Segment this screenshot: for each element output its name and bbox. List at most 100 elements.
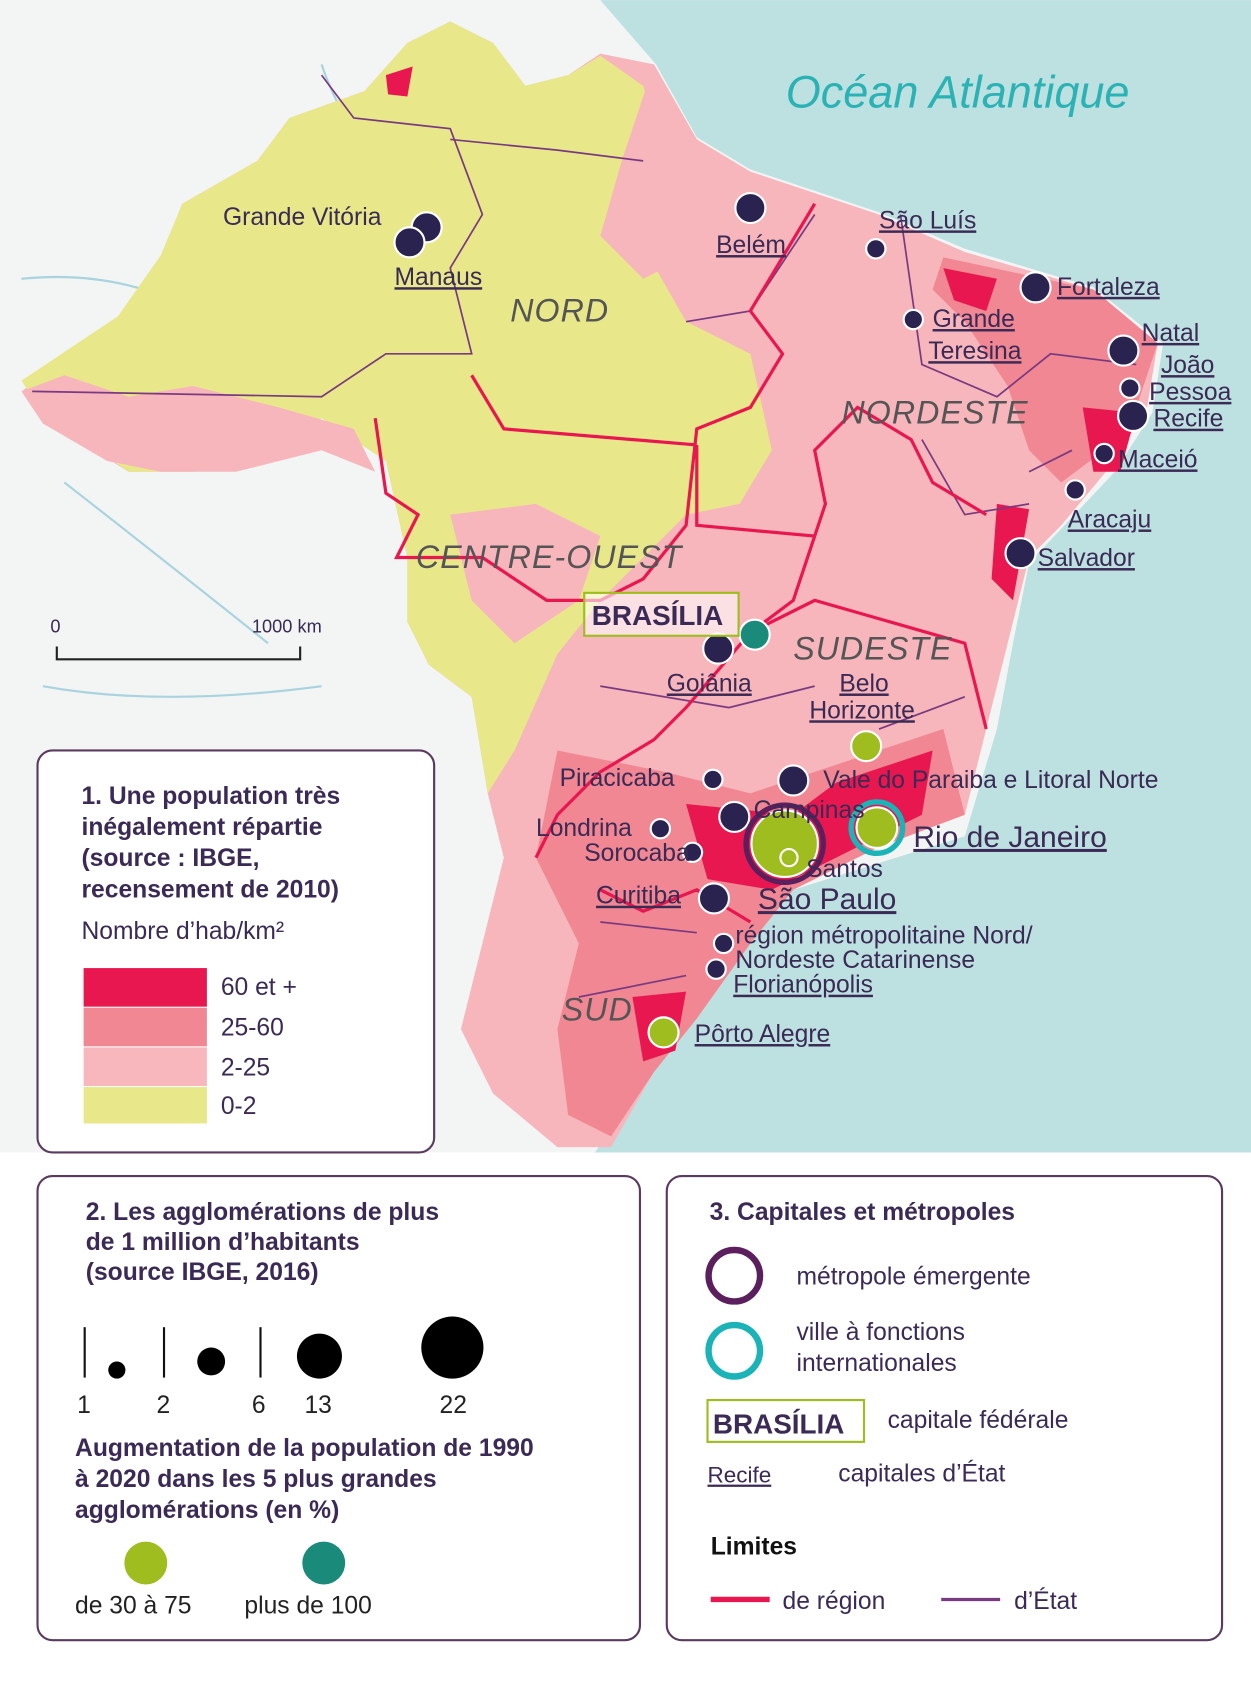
legend-label: capitales d’État bbox=[838, 1461, 1005, 1488]
legend-label: ville à fonctions bbox=[796, 1319, 964, 1346]
density-mid bbox=[450, 503, 601, 644]
legend-label: de 30 à 75 bbox=[75, 1592, 191, 1619]
city-marker bbox=[1119, 377, 1141, 399]
legend-title: (source IBGE, 2016) bbox=[86, 1259, 319, 1286]
city-marker bbox=[1107, 334, 1140, 367]
city-marker bbox=[697, 882, 731, 915]
legend-label: plus de 100 bbox=[244, 1592, 371, 1619]
city-marker bbox=[702, 632, 735, 665]
region-label: SUD bbox=[562, 992, 633, 1028]
city-label: Aracaju bbox=[1068, 506, 1152, 533]
city-label: Recife bbox=[1153, 406, 1223, 433]
density-very-high bbox=[385, 66, 413, 97]
city-marker bbox=[718, 800, 751, 833]
emerging-symbol bbox=[705, 1246, 764, 1305]
city-label: Campinas bbox=[754, 797, 865, 824]
region-border bbox=[373, 202, 988, 924]
city-label: région métropolitaine Nord/ bbox=[735, 922, 1032, 949]
city-marker bbox=[393, 226, 426, 259]
city-label: Goiânia bbox=[667, 670, 752, 697]
legend-box bbox=[36, 1174, 642, 1642]
capital-box bbox=[706, 1399, 866, 1443]
scale-bar bbox=[55, 646, 302, 661]
density-very-high bbox=[943, 268, 997, 311]
legend-label: métropole émergente bbox=[796, 1263, 1030, 1290]
size-label: 22 bbox=[440, 1392, 467, 1419]
city-label: Londrina bbox=[536, 815, 632, 842]
capital-box bbox=[583, 591, 740, 637]
international-symbol bbox=[705, 1321, 764, 1380]
size-circle bbox=[421, 1316, 484, 1379]
size-label: 1 bbox=[77, 1392, 91, 1419]
legend-label: de région bbox=[783, 1588, 886, 1615]
legend-unit: Nombre d’hab/km² bbox=[81, 918, 284, 945]
city-label: Nordeste Catarinense bbox=[735, 947, 975, 974]
city-marker bbox=[712, 932, 735, 955]
region-label: NORDESTE bbox=[842, 395, 1029, 431]
city-markers bbox=[393, 191, 1150, 1049]
city-marker bbox=[865, 238, 887, 260]
legend-swatch bbox=[83, 1007, 207, 1047]
city-label: Pessoa bbox=[1149, 379, 1231, 406]
city-label: São Luís bbox=[879, 207, 976, 234]
city-marker bbox=[779, 848, 799, 868]
ocean-label: Océan Atlantique bbox=[786, 66, 1130, 117]
city-marker bbox=[850, 730, 883, 763]
city-marker bbox=[1019, 271, 1052, 304]
legend-title: 1. Une population très bbox=[81, 783, 340, 810]
legend-title: inégalement répartie bbox=[81, 814, 322, 841]
city-label: Natal bbox=[1142, 320, 1200, 347]
city-ring bbox=[848, 799, 906, 857]
city-marker bbox=[902, 308, 925, 331]
city-marker bbox=[649, 817, 672, 840]
legend-subtitle: à 2020 dans les 5 plus grandes bbox=[75, 1466, 437, 1493]
legend-swatch bbox=[83, 1047, 207, 1086]
city-marker bbox=[750, 809, 819, 879]
city-label: Manaus bbox=[394, 264, 482, 291]
city-marker bbox=[738, 618, 771, 651]
legend-label: 2-25 bbox=[221, 1054, 270, 1081]
city-marker bbox=[1004, 537, 1037, 570]
city-label: Fortaleza bbox=[1057, 274, 1160, 301]
city-ring bbox=[743, 802, 826, 885]
legend-title: de 1 million d’habitants bbox=[86, 1229, 360, 1256]
city-marker bbox=[681, 841, 704, 864]
ocean bbox=[594, 0, 1251, 1153]
region-label: SUDESTE bbox=[793, 630, 952, 666]
legend-subtitle: agglomérations (en %) bbox=[75, 1497, 339, 1524]
legend-example: Recife bbox=[708, 1463, 772, 1488]
legend-label: 60 et + bbox=[221, 974, 297, 1001]
legend-title: recensement de 2010) bbox=[81, 876, 339, 903]
legend-subtitle: Augmentation de la population de 1990 bbox=[75, 1435, 534, 1462]
legend-label: capitale fédérale bbox=[888, 1407, 1069, 1434]
legend-title: 2. Les agglomérations de plus bbox=[86, 1199, 439, 1226]
capital-label: BRASÍLIA bbox=[592, 600, 724, 631]
size-circle bbox=[197, 1347, 226, 1376]
city-label: Horizonte bbox=[809, 697, 914, 724]
city-label: Vale do Paraiba e Litoral Norte bbox=[823, 767, 1158, 794]
growth-swatch bbox=[124, 1541, 168, 1585]
city-label: João bbox=[1161, 352, 1214, 379]
size-label: 6 bbox=[252, 1392, 266, 1419]
city-label: Florianópolis bbox=[733, 972, 873, 999]
legend-swatch bbox=[83, 968, 207, 1007]
city-marker bbox=[855, 806, 899, 850]
legend-label: internationales bbox=[796, 1350, 956, 1377]
city-label: Belém bbox=[716, 232, 786, 259]
city-labels: Grande Vitória Manaus Belém São Luís For… bbox=[223, 204, 1232, 1048]
legend-example: BRASÍLIA bbox=[713, 1408, 845, 1439]
legend-subtitle: Limites bbox=[711, 1533, 797, 1560]
legend-title: 3. Capitales et métropoles bbox=[710, 1199, 1015, 1226]
scale-label: 0 bbox=[50, 617, 60, 637]
city-label: Pôrto Alegre bbox=[695, 1021, 831, 1048]
city-marker bbox=[1093, 442, 1115, 465]
city-marker bbox=[702, 768, 724, 791]
legend-label: 25-60 bbox=[221, 1015, 284, 1042]
scale-label: 1000 km bbox=[252, 617, 322, 637]
city-marker bbox=[777, 764, 810, 797]
legend-title: (source : IBGE, bbox=[81, 845, 259, 872]
size-label: 2 bbox=[157, 1392, 171, 1419]
city-label: Salvador bbox=[1038, 545, 1135, 572]
city-label: São Paulo bbox=[758, 883, 896, 916]
